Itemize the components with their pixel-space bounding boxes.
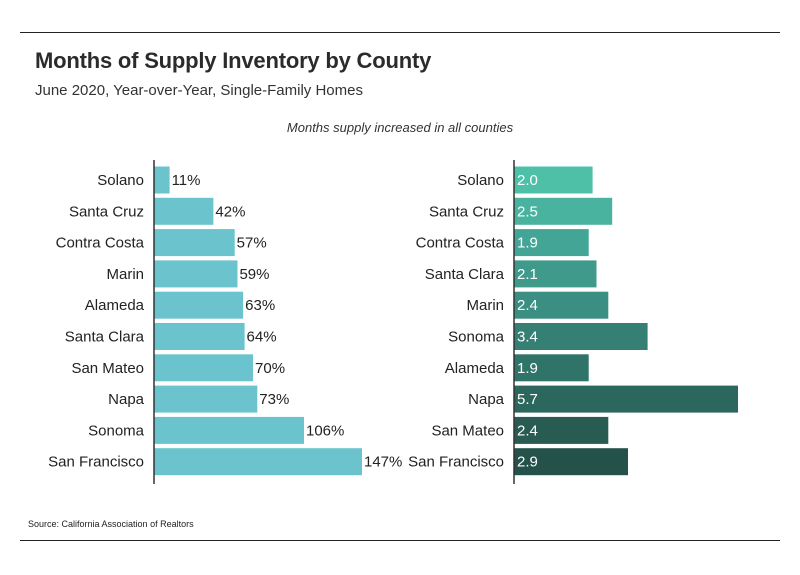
category-label: Sonoma <box>88 422 145 439</box>
category-label: Napa <box>108 391 145 408</box>
data-label: 2.4 <box>517 422 538 439</box>
category-label: Alameda <box>85 297 145 314</box>
bar <box>514 260 597 288</box>
data-label: 106% <box>306 422 344 439</box>
bar <box>514 416 609 444</box>
chart-panel-2: Solano 2.0 Santa Cruz 2.5 Contra Costa 1.9 San… <box>408 160 738 484</box>
bar <box>154 229 235 257</box>
category-label: Contra Costa <box>416 235 505 252</box>
category-label: San Francisco <box>48 454 144 471</box>
data-label: 2.0 <box>517 172 538 189</box>
data-label: 11% <box>172 172 201 189</box>
data-label: 59% <box>239 266 269 283</box>
category-label: Contra Costa <box>56 235 145 252</box>
category-label: Santa Cruz <box>429 203 504 220</box>
category-label: Solano <box>97 172 144 189</box>
bar <box>514 229 589 257</box>
bar <box>514 385 738 413</box>
bar <box>154 260 238 288</box>
category-label: San Mateo <box>431 422 504 439</box>
data-label: 2.4 <box>517 297 538 314</box>
category-label: Solano <box>457 172 504 189</box>
source-note: Source: California Association of Realto… <box>28 519 194 529</box>
bar <box>154 197 214 225</box>
data-label: 3.4 <box>517 329 538 346</box>
bottom-rule <box>20 540 780 541</box>
bar <box>514 197 613 225</box>
data-label: 5.7 <box>517 391 538 408</box>
data-label: 1.9 <box>517 360 538 377</box>
bar <box>514 354 589 382</box>
bar <box>154 354 253 382</box>
bar <box>154 448 362 476</box>
bar <box>154 385 258 413</box>
bar <box>514 323 648 350</box>
category-label: Marin <box>106 266 144 283</box>
category-label: Sonoma <box>448 329 505 346</box>
bar <box>514 166 593 194</box>
top-rule <box>20 32 780 33</box>
data-label: 63% <box>245 297 275 314</box>
chart-title: Months of Supply Inventory by County <box>35 48 432 73</box>
data-label: 1.9 <box>517 235 538 252</box>
bar <box>514 448 628 476</box>
data-label: 64% <box>247 329 277 346</box>
data-label: 42% <box>215 203 245 220</box>
chart-annotation: Months supply increased in all counties <box>286 120 514 135</box>
data-label: 147% <box>364 454 402 471</box>
data-label: 2.1 <box>517 266 538 283</box>
category-label: Alameda <box>445 360 505 377</box>
chart-panel-1: Solano 11% Santa Cruz 42% Contra Costa 57% Mar… <box>48 160 402 484</box>
category-label: Santa Clara <box>425 266 505 283</box>
category-label: Marin <box>466 297 504 314</box>
data-label: 2.5 <box>517 203 538 220</box>
data-label: 2.9 <box>517 454 538 471</box>
bar <box>154 416 304 444</box>
bar <box>514 291 609 319</box>
bar <box>154 291 244 319</box>
data-label: 73% <box>259 391 289 408</box>
category-label: Santa Cruz <box>69 203 144 220</box>
data-label: 70% <box>255 360 285 377</box>
bar <box>154 323 245 350</box>
chart-subtitle: June 2020, Year-over-Year, Single-Family… <box>35 82 363 99</box>
data-label: 57% <box>237 235 267 252</box>
category-label: Santa Clara <box>65 329 145 346</box>
bar <box>154 166 170 194</box>
category-label: San Francisco <box>408 454 504 471</box>
category-label: San Mateo <box>71 360 144 377</box>
category-label: Napa <box>468 391 505 408</box>
